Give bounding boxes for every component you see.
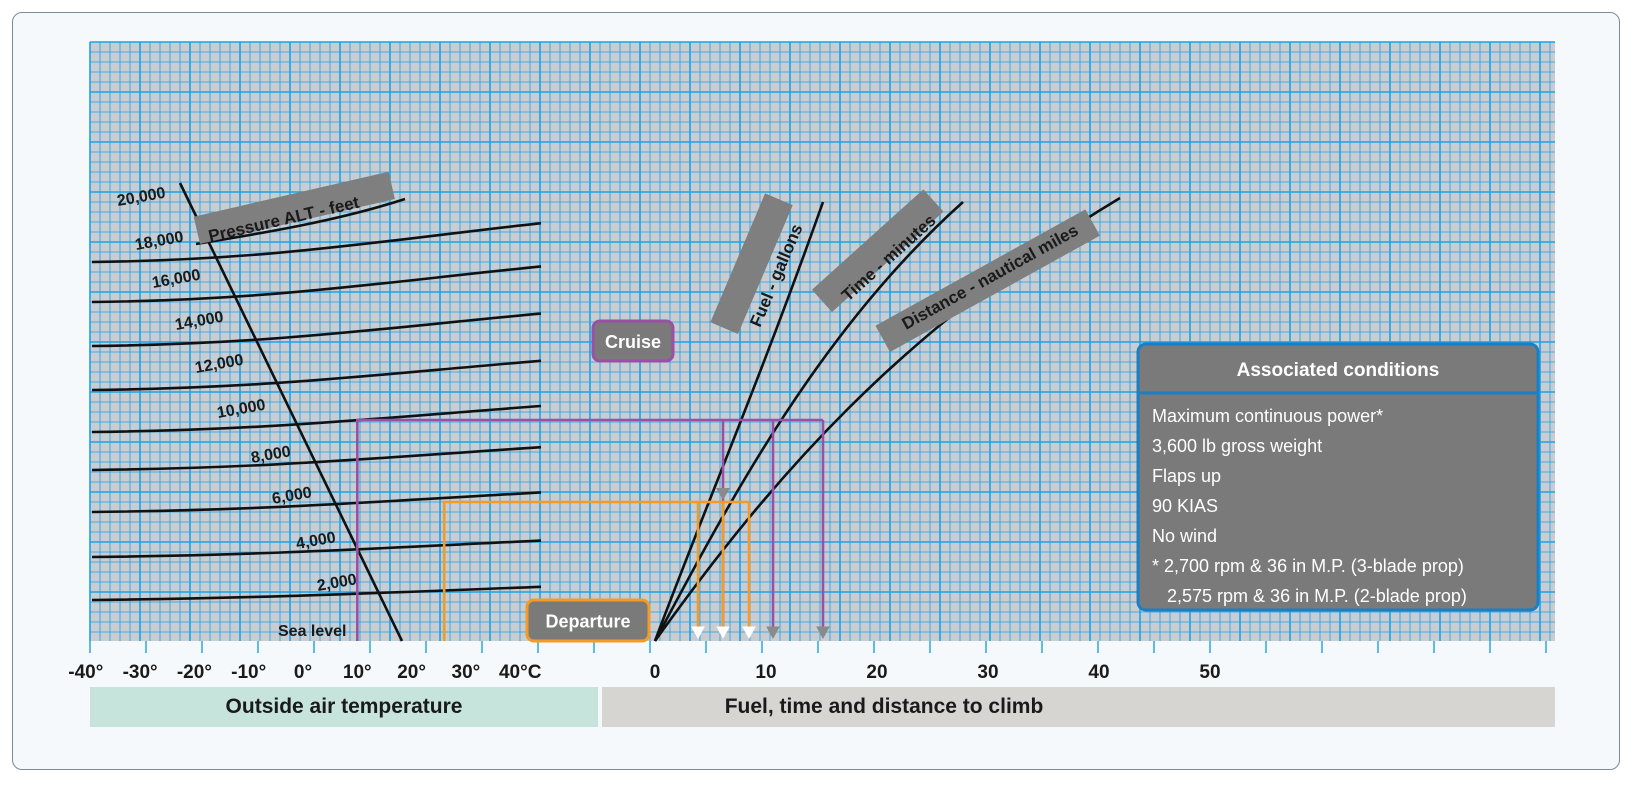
conditions-line: 3,600 lb gross weight: [1152, 436, 1322, 456]
cruise-badge: [591, 319, 675, 363]
temperature-tick-label: -20°: [177, 662, 212, 683]
conditions-line: No wind: [1152, 526, 1217, 546]
conditions-line: 90 KIAS: [1152, 496, 1218, 516]
fuel-curve: [653, 201, 825, 642]
pressure-altitude-curve: [91, 539, 542, 559]
conditions-line: 2,575 rpm & 36 in M.P. (2-blade prop): [1152, 586, 1467, 606]
example-arrow-marker: [816, 626, 830, 640]
temperature-tick-label: -40°: [68, 662, 103, 683]
fuel-label-band: [710, 193, 793, 334]
pressure-altitude-curve: [195, 197, 406, 246]
conditions-box: [1136, 342, 1540, 612]
temperature-tick-label: 10°: [343, 662, 372, 683]
curves: [91, 182, 1121, 642]
departure-badge: [525, 598, 651, 643]
pressure-alt-label-band: [193, 171, 395, 244]
altitude-label: 2,000: [316, 571, 358, 595]
time-label-band: [811, 189, 944, 313]
conditions-title: Associated conditions: [1237, 360, 1440, 381]
altitude-label: Sea level: [278, 623, 347, 640]
altitude-label: 6,000: [271, 484, 313, 508]
example-arrow-marker: [766, 626, 780, 640]
climb-footer-band: [602, 687, 1555, 727]
climb-tick-label: 40: [1088, 662, 1109, 683]
pressure-altitude-curve: [91, 265, 542, 304]
departure-label: Departure: [545, 612, 630, 632]
altitude-label: 4,000: [295, 529, 337, 553]
cruise-arrow-marker: [716, 488, 730, 500]
pressure-altitude-curve: [91, 404, 542, 434]
example-arrow-marker: [691, 626, 705, 640]
pressure-altitude-curve: [91, 359, 542, 392]
distance-label-band: [875, 209, 1100, 352]
example-path-cruise: [355, 418, 823, 641]
pressure-altitude-curve: [91, 221, 542, 264]
altitude-label: 8,000: [250, 443, 292, 467]
temperature-tick-label: 0°: [294, 662, 312, 683]
oat-axis-title: Outside air temperature: [226, 695, 463, 718]
temperature-tick-label: 40°C: [499, 662, 542, 683]
temperature-tick-label: -30°: [123, 662, 158, 683]
pressure-altitude-curve: [91, 312, 542, 348]
example-arrow-marker: [716, 626, 730, 640]
pressure-altitude-curve: [91, 491, 542, 514]
temperature-tick-label: 30°: [452, 662, 481, 683]
standard-temperature-line: [178, 182, 404, 642]
cruise-label: Cruise: [605, 332, 661, 352]
conditions-line: Maximum continuous power*: [1152, 406, 1383, 426]
conditions-line: * 2,700 rpm & 36 in M.P. (3-blade prop): [1152, 556, 1464, 576]
climb-tick-label: 10: [755, 662, 776, 683]
time-curve: [653, 201, 964, 642]
conditions-line: Flaps up: [1152, 466, 1221, 486]
climb-tick-label: 30: [977, 662, 998, 683]
oat-footer-band: [90, 687, 598, 727]
example-path-departure: [442, 500, 749, 641]
temperature-tick-label: -10°: [231, 662, 266, 683]
pressure-altitude-curve: [91, 445, 542, 472]
climb-tick-label: 0: [650, 662, 661, 683]
temperature-tick-label: 20°: [397, 662, 426, 683]
climb-tick-label: 20: [866, 662, 887, 683]
climb-axis-title: Fuel, time and distance to climb: [725, 695, 1044, 718]
example-arrow-marker: [742, 626, 756, 640]
climb-tick-label: 50: [1199, 662, 1220, 683]
pressure-altitude-curve: [91, 585, 542, 602]
example-lines: [355, 418, 830, 641]
